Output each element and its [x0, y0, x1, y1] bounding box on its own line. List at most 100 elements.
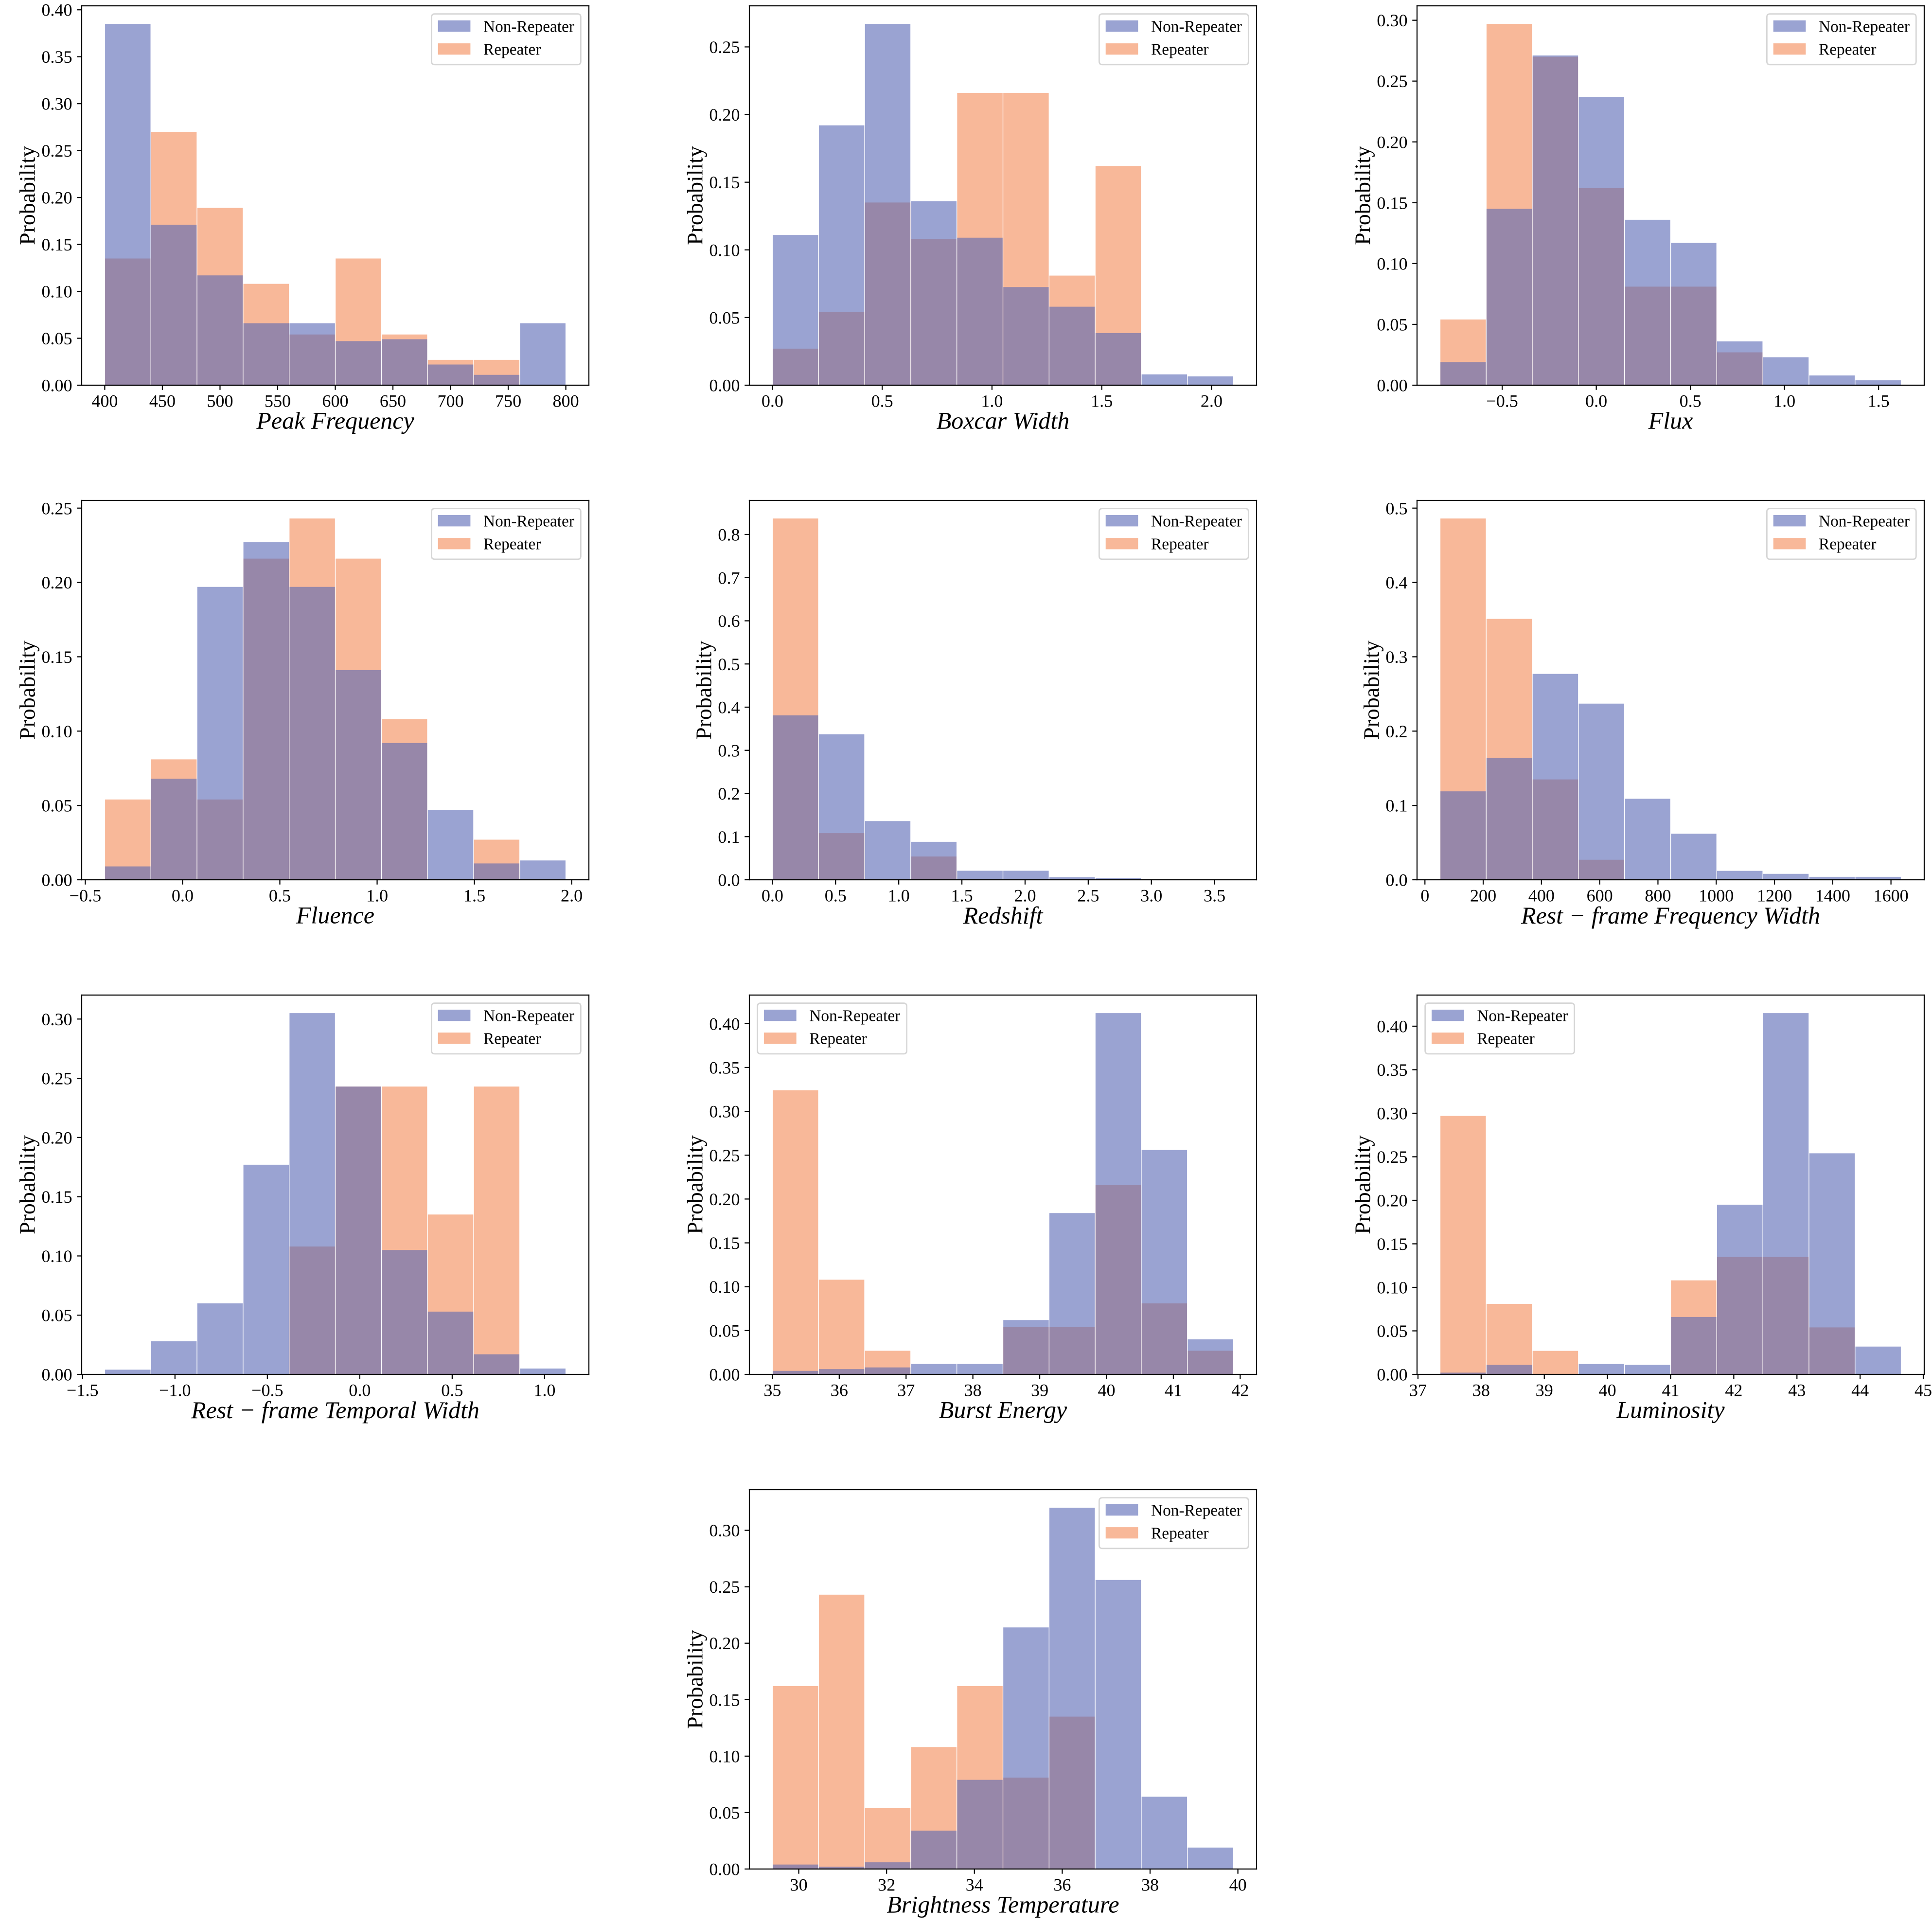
svg-text:Luminosity: Luminosity [1616, 1396, 1725, 1424]
svg-text:0.6: 0.6 [718, 611, 740, 631]
svg-text:200: 200 [1470, 886, 1496, 906]
svg-text:37: 37 [1409, 1381, 1427, 1400]
svg-text:0.05: 0.05 [709, 308, 740, 327]
svg-text:0.10: 0.10 [41, 282, 72, 302]
svg-text:43: 43 [1788, 1381, 1806, 1400]
svg-text:1.0: 1.0 [366, 886, 388, 906]
svg-text:0.00: 0.00 [41, 1365, 72, 1385]
svg-text:38: 38 [1472, 1381, 1490, 1400]
svg-text:Non-Repeater: Non-Repeater [1151, 1501, 1242, 1519]
svg-text:1.0: 1.0 [1773, 392, 1795, 411]
svg-text:Probability: Probability [15, 641, 39, 740]
svg-text:550: 550 [265, 392, 291, 411]
svg-text:1400: 1400 [1815, 886, 1850, 906]
svg-text:0.30: 0.30 [709, 1521, 740, 1540]
svg-text:0.10: 0.10 [1377, 1278, 1407, 1298]
svg-text:0.20: 0.20 [1377, 132, 1407, 152]
svg-text:700: 700 [437, 392, 463, 411]
svg-text:400: 400 [91, 392, 118, 411]
svg-text:0.10: 0.10 [41, 722, 72, 741]
svg-text:Probability: Probability [682, 146, 707, 245]
svg-text:2.0: 2.0 [1201, 392, 1223, 411]
svg-text:45: 45 [1914, 1381, 1932, 1400]
svg-text:0.25: 0.25 [709, 1577, 740, 1597]
svg-text:600: 600 [322, 392, 348, 411]
svg-text:38: 38 [1141, 1875, 1159, 1895]
svg-text:Non-Repeater: Non-Repeater [483, 18, 574, 36]
svg-text:Peak Frequency: Peak Frequency [256, 407, 414, 434]
svg-text:Flux: Flux [1648, 407, 1693, 434]
svg-text:41: 41 [1662, 1381, 1679, 1400]
svg-text:0.00: 0.00 [1377, 1365, 1407, 1385]
svg-text:Non-Repeater: Non-Repeater [483, 1007, 574, 1025]
svg-text:−1.5: −1.5 [67, 1381, 99, 1400]
svg-text:Non-Repeater: Non-Repeater [809, 1007, 900, 1025]
svg-text:0.25: 0.25 [41, 1069, 72, 1088]
svg-text:0.5: 0.5 [718, 655, 740, 674]
svg-text:42: 42 [1725, 1381, 1742, 1400]
svg-text:0.4: 0.4 [718, 698, 740, 717]
svg-text:0.0: 0.0 [349, 1381, 371, 1400]
svg-text:0.25: 0.25 [41, 499, 72, 518]
svg-text:1.5: 1.5 [1091, 392, 1113, 411]
svg-text:0.15: 0.15 [1377, 1234, 1407, 1254]
svg-text:0.40: 0.40 [709, 1014, 740, 1033]
svg-text:750: 750 [495, 392, 521, 411]
svg-text:−0.5: −0.5 [251, 1381, 284, 1400]
svg-text:0.05: 0.05 [1377, 315, 1407, 334]
svg-text:Repeater: Repeater [483, 40, 541, 58]
svg-text:0.10: 0.10 [1377, 254, 1407, 273]
svg-text:39: 39 [1536, 1381, 1553, 1400]
svg-text:Repeater: Repeater [1819, 40, 1876, 58]
svg-text:0.10: 0.10 [709, 1746, 740, 1766]
svg-text:34: 34 [966, 1875, 983, 1895]
svg-text:−0.5: −0.5 [70, 886, 102, 906]
svg-text:0.05: 0.05 [709, 1321, 740, 1340]
svg-text:1600: 1600 [1874, 886, 1909, 906]
svg-text:0.25: 0.25 [1377, 71, 1407, 91]
svg-text:0.00: 0.00 [709, 376, 740, 395]
svg-text:0.4: 0.4 [1385, 573, 1407, 592]
svg-text:Repeater: Repeater [1477, 1030, 1534, 1048]
svg-text:39: 39 [1031, 1381, 1048, 1400]
svg-text:Non-Repeater: Non-Repeater [483, 512, 574, 530]
svg-text:0.0: 0.0 [762, 392, 783, 411]
svg-text:40: 40 [1098, 1381, 1115, 1400]
svg-text:Repeater: Repeater [1151, 1524, 1208, 1542]
svg-text:40: 40 [1229, 1875, 1247, 1895]
svg-text:0.20: 0.20 [709, 105, 740, 125]
svg-text:3.0: 3.0 [1140, 886, 1162, 906]
svg-text:0.25: 0.25 [41, 141, 72, 160]
svg-text:0.7: 0.7 [718, 568, 740, 588]
svg-text:800: 800 [1645, 886, 1671, 906]
svg-text:0.05: 0.05 [1377, 1321, 1407, 1341]
svg-text:Repeater: Repeater [809, 1030, 867, 1048]
svg-text:0.40: 0.40 [41, 0, 72, 20]
svg-text:0.0: 0.0 [762, 886, 783, 906]
svg-text:2.0: 2.0 [561, 886, 583, 906]
svg-text:2.0: 2.0 [1014, 886, 1036, 906]
svg-text:0.05: 0.05 [41, 1306, 72, 1325]
svg-text:Repeater: Repeater [1151, 40, 1208, 58]
svg-text:30: 30 [790, 1875, 808, 1895]
svg-text:0.5: 0.5 [825, 886, 847, 906]
svg-text:0.5: 0.5 [1680, 392, 1702, 411]
svg-text:500: 500 [207, 392, 233, 411]
svg-text:0.30: 0.30 [1377, 1104, 1407, 1123]
svg-text:44: 44 [1851, 1381, 1869, 1400]
svg-text:0.10: 0.10 [709, 1277, 740, 1297]
svg-text:Probability: Probability [691, 641, 716, 740]
svg-text:0.25: 0.25 [1377, 1147, 1407, 1167]
svg-text:0.00: 0.00 [1377, 376, 1407, 395]
svg-text:32: 32 [878, 1875, 895, 1895]
svg-text:600: 600 [1587, 886, 1613, 906]
svg-text:Probability: Probability [1359, 641, 1383, 740]
svg-text:0.00: 0.00 [709, 1365, 740, 1385]
svg-text:0.35: 0.35 [41, 47, 72, 67]
svg-text:0.15: 0.15 [709, 1233, 740, 1253]
svg-text:0.30: 0.30 [1377, 11, 1407, 30]
svg-text:0.20: 0.20 [41, 573, 72, 592]
svg-text:400: 400 [1528, 886, 1555, 906]
svg-text:0.15: 0.15 [41, 647, 72, 667]
svg-text:Burst Energy: Burst Energy [939, 1396, 1067, 1424]
